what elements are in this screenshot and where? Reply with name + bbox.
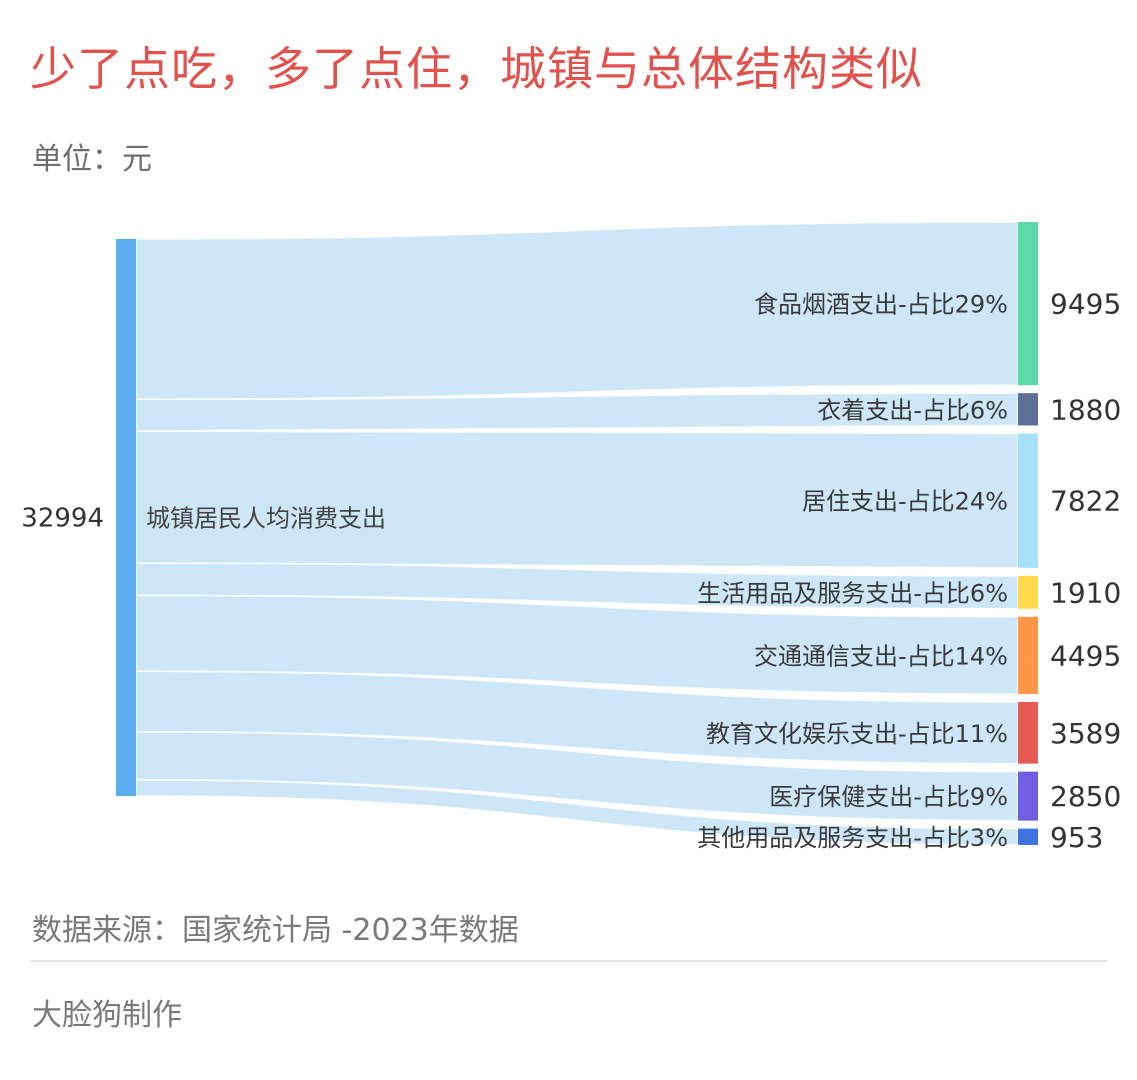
target-name-label: 交通通信支出-占比14%	[754, 642, 1008, 670]
target-node	[1018, 828, 1038, 845]
source-node	[116, 239, 136, 796]
sankey-links	[135, 221, 1019, 846]
target-node	[1018, 771, 1038, 821]
sankey-chart: 32994 城镇居民人均消费支出 食品烟酒支出-占比29% 9495 衣着支出-占比6%…	[21, 221, 1121, 854]
footer-divider	[30, 960, 1107, 962]
target-value-label: 1880	[1050, 393, 1121, 426]
unit-label: 单位：元	[32, 142, 152, 177]
target-node	[1018, 701, 1038, 764]
sankey-link	[135, 392, 1019, 432]
target-node	[1018, 433, 1038, 568]
sankey-link	[135, 670, 1019, 765]
sankey-link	[135, 731, 1019, 822]
sankey-link	[135, 562, 1019, 610]
source-value-label: 32994	[21, 504, 104, 534]
target-name-label: 食品烟酒支出-占比29%	[754, 291, 1008, 319]
target-value-label: 953	[1050, 821, 1103, 854]
target-value-label: 7822	[1050, 485, 1121, 518]
target-node	[1018, 616, 1038, 694]
target-value-label: 3589	[1050, 717, 1121, 750]
source-name-label: 城镇居民人均消费支出	[146, 505, 386, 533]
target-value-label: 2850	[1050, 780, 1121, 813]
target-value-label: 1910	[1050, 576, 1121, 609]
target-node	[1018, 222, 1038, 386]
maker-label: 大脸狗制作	[32, 998, 182, 1033]
target-node	[1018, 393, 1038, 426]
target-name-label: 居住支出-占比24%	[802, 488, 1008, 516]
target-value-label: 9495	[1050, 288, 1121, 321]
sankey-nodes	[116, 222, 1038, 845]
target-node	[1018, 575, 1038, 609]
chart-title: 少了点吃，多了点住，城镇与总体结构类似	[30, 42, 923, 96]
sankey-labels: 32994 城镇居民人均消费支出 食品烟酒支出-占比29% 9495 衣着支出-占比6%…	[21, 288, 1121, 854]
target-name-label: 教育文化娱乐支出-占比11%	[706, 720, 1008, 748]
target-name-label: 衣着支出-占比6%	[817, 396, 1008, 424]
target-value-label: 4495	[1050, 639, 1121, 672]
sankey-link	[135, 594, 1019, 695]
data-source-label: 数据来源：国家统计局 -2023年数据	[32, 913, 519, 948]
target-name-label: 生活用品及服务支出-占比6%	[697, 579, 1008, 607]
target-name-label: 其他用品及服务支出-占比3%	[697, 824, 1008, 852]
target-name-label: 医疗保健支出-占比9%	[769, 783, 1008, 811]
